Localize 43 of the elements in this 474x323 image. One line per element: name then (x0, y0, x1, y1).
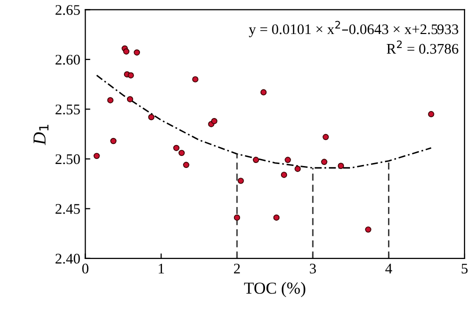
point (94, 152, 100, 160)
y-tick-label: 2.40 (56, 254, 80, 264)
y-tick-label: 2.45 (56, 204, 80, 214)
point (192, 76, 198, 82)
line-series (96, 74, 432, 169)
point (338, 162, 344, 169)
point (284, 156, 291, 164)
point (238, 178, 244, 184)
annotation: R$^{2}$ = 0.3786 (386, 40, 458, 54)
point (126, 96, 134, 102)
point (110, 138, 116, 144)
y-tick-label: 2.55 (56, 104, 80, 114)
y-axis-title: D$_{1}$ (34, 124, 48, 146)
annotation: y = 0.0101 × x$^{2}$–0.0643 × x+2.5933 (248, 20, 458, 38)
x-tick-label: 0 (82, 264, 88, 274)
y-tick-label: 2.60 (56, 54, 80, 65)
point (148, 114, 154, 120)
x-tick-label: 3 (310, 264, 316, 274)
point (234, 214, 240, 221)
point (173, 144, 180, 152)
point (365, 226, 372, 233)
point (128, 72, 134, 78)
point (123, 48, 130, 55)
point (294, 166, 301, 172)
y-tick-label: 2.50 (56, 154, 80, 164)
point (273, 214, 280, 221)
point (260, 89, 267, 96)
x-tick-label: 5 (462, 264, 468, 274)
x-tick-label: 2 (234, 264, 240, 274)
point (321, 158, 328, 166)
point (134, 49, 140, 56)
point (428, 111, 434, 118)
point (211, 118, 218, 124)
x-axis-title: TOC (%) (244, 282, 306, 298)
y-tick-label: 2.65 (56, 5, 80, 15)
point (107, 97, 114, 104)
x-tick-label: 4 (385, 264, 392, 274)
point (280, 172, 288, 178)
x-tick-label: 1 (158, 264, 164, 274)
point (252, 156, 260, 164)
point (183, 162, 190, 168)
point (178, 150, 185, 156)
point (322, 134, 329, 140)
